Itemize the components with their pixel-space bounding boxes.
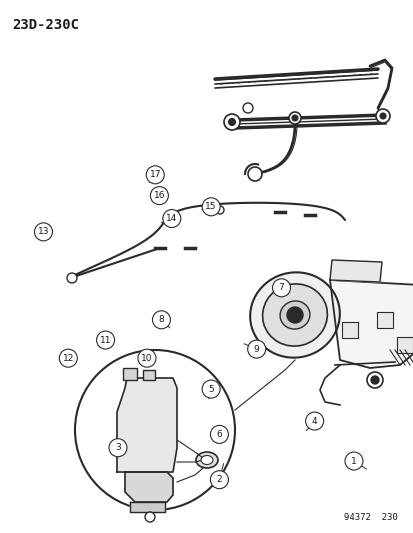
Circle shape bbox=[344, 452, 362, 470]
Circle shape bbox=[286, 307, 302, 323]
Circle shape bbox=[366, 372, 382, 388]
Text: 13: 13 bbox=[38, 228, 49, 236]
Bar bbox=[396, 337, 412, 353]
Text: 6: 6 bbox=[216, 430, 222, 439]
Circle shape bbox=[109, 439, 127, 457]
Text: 2: 2 bbox=[216, 475, 222, 484]
Text: 15: 15 bbox=[205, 203, 216, 211]
Bar bbox=[376, 312, 392, 328]
Ellipse shape bbox=[262, 284, 327, 346]
Bar bbox=[341, 322, 357, 338]
Circle shape bbox=[96, 331, 114, 349]
Ellipse shape bbox=[279, 301, 309, 329]
Circle shape bbox=[305, 412, 323, 430]
Text: 4: 4 bbox=[311, 417, 317, 425]
Circle shape bbox=[242, 103, 252, 113]
Text: 12: 12 bbox=[62, 354, 74, 362]
Circle shape bbox=[34, 223, 52, 241]
Text: 23D-230C: 23D-230C bbox=[12, 18, 79, 32]
Polygon shape bbox=[130, 502, 165, 512]
Circle shape bbox=[138, 349, 156, 367]
Circle shape bbox=[150, 187, 168, 205]
Circle shape bbox=[145, 512, 154, 522]
Text: 10: 10 bbox=[141, 354, 152, 362]
Bar bbox=[123, 368, 137, 380]
Circle shape bbox=[370, 376, 378, 384]
Circle shape bbox=[228, 118, 235, 125]
Circle shape bbox=[210, 425, 228, 443]
Text: 14: 14 bbox=[166, 214, 177, 223]
Text: 94372  230: 94372 230 bbox=[344, 513, 397, 522]
Polygon shape bbox=[329, 280, 413, 368]
Ellipse shape bbox=[249, 272, 339, 358]
Circle shape bbox=[210, 471, 228, 489]
Circle shape bbox=[67, 273, 77, 283]
Text: 7: 7 bbox=[278, 284, 284, 292]
Text: 8: 8 bbox=[158, 316, 164, 324]
Circle shape bbox=[223, 114, 240, 130]
Circle shape bbox=[162, 209, 180, 228]
Circle shape bbox=[247, 167, 261, 181]
Circle shape bbox=[247, 340, 265, 358]
Circle shape bbox=[288, 112, 300, 124]
Bar bbox=[142, 370, 154, 380]
Text: 17: 17 bbox=[149, 171, 161, 179]
Circle shape bbox=[216, 206, 223, 214]
Circle shape bbox=[146, 166, 164, 184]
Text: 11: 11 bbox=[100, 336, 111, 344]
Text: 16: 16 bbox=[153, 191, 165, 200]
Circle shape bbox=[75, 350, 235, 510]
Text: 5: 5 bbox=[208, 385, 214, 393]
Circle shape bbox=[202, 380, 220, 398]
Circle shape bbox=[202, 198, 220, 216]
Ellipse shape bbox=[195, 452, 218, 468]
Circle shape bbox=[379, 113, 385, 119]
Text: 1: 1 bbox=[350, 457, 356, 465]
Circle shape bbox=[291, 115, 297, 121]
Circle shape bbox=[375, 109, 389, 123]
Circle shape bbox=[272, 279, 290, 297]
Polygon shape bbox=[117, 378, 177, 472]
Ellipse shape bbox=[201, 456, 212, 464]
Circle shape bbox=[152, 311, 170, 329]
Polygon shape bbox=[329, 260, 381, 282]
Circle shape bbox=[59, 349, 77, 367]
Text: 9: 9 bbox=[253, 345, 259, 353]
Text: 3: 3 bbox=[115, 443, 121, 452]
Polygon shape bbox=[125, 472, 173, 502]
